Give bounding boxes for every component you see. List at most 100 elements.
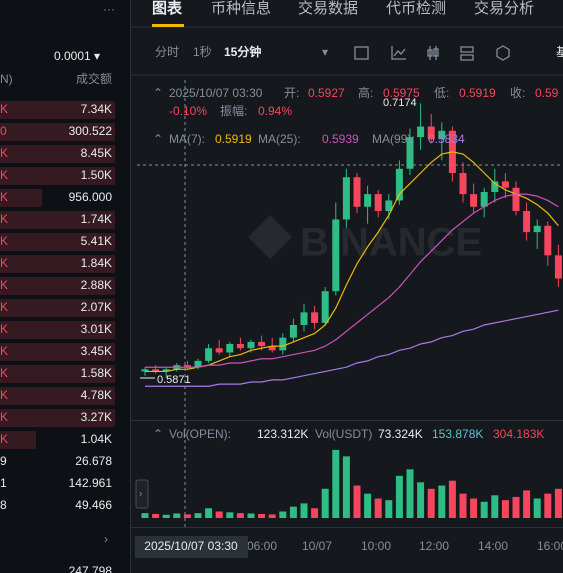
depth-bar bbox=[0, 123, 115, 141]
volume-bar bbox=[205, 508, 213, 518]
expand-button[interactable]: › bbox=[104, 532, 108, 546]
volume-bar bbox=[427, 488, 435, 518]
interval[interactable]: 分时 bbox=[155, 45, 179, 59]
order-price: 8 bbox=[0, 498, 7, 512]
vol-value: 123.312K bbox=[257, 427, 308, 441]
volume-bar bbox=[279, 511, 287, 518]
volume-bar bbox=[215, 511, 223, 518]
ma-line bbox=[145, 151, 559, 373]
collapse[interactable]: ⌃ bbox=[153, 86, 163, 100]
candle-body bbox=[385, 200, 393, 211]
volume-bar bbox=[533, 498, 541, 518]
vol-label: Vol(OPEN): bbox=[169, 427, 231, 441]
ohlc-close-label: 收: bbox=[510, 86, 525, 100]
icon[interactable] bbox=[460, 46, 474, 61]
tab-underline bbox=[152, 24, 184, 27]
vol-v3: 304.183K bbox=[493, 427, 544, 441]
x-tick-label: 10/07 bbox=[302, 539, 332, 553]
order-amount: 2.88K bbox=[81, 278, 112, 292]
depth-bar bbox=[0, 431, 36, 449]
candle-body bbox=[459, 173, 467, 195]
order-amount: 1.84K bbox=[81, 256, 112, 270]
volume-bar bbox=[332, 449, 340, 518]
candle-body bbox=[258, 341, 266, 347]
volume-bar bbox=[173, 513, 181, 518]
vol-v2: 153.878K bbox=[432, 427, 483, 441]
change: -0.10% bbox=[169, 104, 207, 118]
collapse[interactable]: ⌃ bbox=[153, 132, 163, 146]
volume-bar bbox=[406, 469, 414, 518]
candle-body bbox=[205, 348, 213, 361]
order-amount: 1.04K bbox=[81, 432, 112, 446]
volume-bar bbox=[417, 482, 425, 518]
order-amount: 1.58K bbox=[81, 366, 112, 380]
order-amount: 247.798 bbox=[69, 564, 113, 573]
ma-line bbox=[145, 309, 559, 387]
toolbar-more[interactable]: 基 bbox=[556, 45, 563, 59]
volume-bar bbox=[448, 480, 456, 518]
vol-label2: Vol(USDT) bbox=[315, 427, 372, 441]
ohlc-open-label: 开: bbox=[284, 86, 299, 100]
depth-bar bbox=[0, 343, 115, 361]
order-amount: 2.07K bbox=[81, 300, 112, 314]
candle-body bbox=[427, 126, 435, 140]
ma-value: 0.5939 bbox=[322, 132, 359, 146]
volume-bar bbox=[236, 513, 244, 518]
interval[interactable]: 1秒 bbox=[193, 45, 212, 59]
order-amount: 1.50K bbox=[81, 168, 112, 182]
order-amount: 5.41K bbox=[81, 234, 112, 248]
tab[interactable]: 交易数据 bbox=[298, 0, 358, 17]
candle-body bbox=[183, 365, 191, 368]
candle-body bbox=[268, 346, 276, 351]
candle-body bbox=[533, 225, 541, 233]
precision-select[interactable]: 0.0001 ▾ bbox=[54, 49, 100, 63]
candle-body bbox=[152, 369, 160, 372]
ohlc-low-label: 低: bbox=[434, 86, 449, 100]
depth-bar bbox=[0, 145, 115, 163]
icon[interactable] bbox=[391, 46, 406, 60]
order-price: K bbox=[0, 278, 8, 292]
depth-bar bbox=[0, 365, 115, 383]
interval-dropdown[interactable]: ▾ bbox=[322, 45, 328, 59]
order-amount: 142.961 bbox=[69, 476, 113, 490]
candle-body bbox=[512, 187, 520, 211]
icon[interactable] bbox=[354, 46, 369, 60]
depth-bar bbox=[0, 321, 115, 339]
depth-bar bbox=[0, 409, 115, 427]
tab[interactable]: 币种信息 bbox=[211, 0, 271, 17]
candle-body bbox=[364, 194, 372, 207]
volume-bar bbox=[258, 513, 266, 518]
order-amount: 300.522 bbox=[69, 124, 113, 138]
more-button[interactable]: ··· bbox=[103, 2, 115, 16]
volume-bar bbox=[491, 495, 499, 518]
side-toggle[interactable] bbox=[135, 479, 149, 509]
ohlc-time: 2025/10/07 03:30 bbox=[169, 86, 263, 100]
side-toggle-icon[interactable]: › bbox=[139, 489, 142, 500]
volume-bar bbox=[226, 512, 234, 518]
order-amount: 3.01K bbox=[81, 322, 112, 336]
candle-body bbox=[194, 360, 202, 368]
tab[interactable]: 图表 bbox=[152, 0, 183, 17]
order-amount: 26.678 bbox=[75, 454, 112, 468]
ohlc-high-label: 高: bbox=[358, 85, 373, 100]
candle-body bbox=[247, 341, 255, 349]
volume-bar bbox=[374, 498, 382, 518]
candle-body bbox=[470, 194, 478, 207]
collapse[interactable]: ⌃ bbox=[153, 427, 163, 441]
ohlc-close: 0.59 bbox=[535, 86, 559, 100]
volume-bar bbox=[554, 488, 562, 518]
icon[interactable] bbox=[427, 46, 439, 60]
volume-bar bbox=[342, 456, 350, 518]
ma-line bbox=[145, 193, 559, 368]
order-amount: 4.78K bbox=[81, 388, 112, 402]
interval[interactable]: 15分钟 bbox=[224, 44, 261, 59]
order-price: 9 bbox=[0, 454, 7, 468]
x-tick-label: 12:00 bbox=[419, 539, 449, 553]
volume-bar bbox=[289, 506, 297, 518]
candle-body bbox=[501, 181, 509, 188]
candle-body bbox=[332, 219, 340, 292]
order-price: K bbox=[0, 256, 8, 270]
icon[interactable] bbox=[496, 45, 510, 61]
tab[interactable]: 代币检测 bbox=[386, 0, 446, 17]
tab[interactable]: 交易分析 bbox=[474, 0, 534, 17]
